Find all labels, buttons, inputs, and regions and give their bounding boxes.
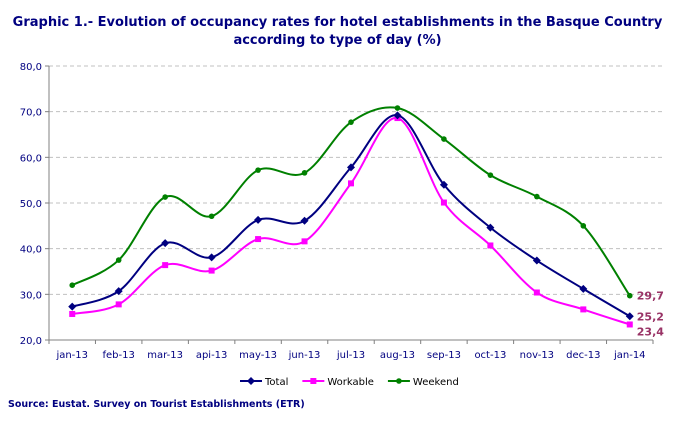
chart-title: Graphic 1.- Evolution of occupancy rates… — [12, 15, 663, 48]
legend-marker-weekend — [396, 378, 402, 384]
data-point-weekend — [115, 257, 122, 263]
data-point-total — [300, 216, 309, 225]
data-point-workable — [208, 267, 215, 274]
data-point-weekend — [487, 172, 494, 178]
x-tick-label: oct-13 — [474, 350, 506, 361]
legend-marker-total — [247, 377, 255, 385]
data-label-weekend: 29,7 — [637, 290, 664, 303]
data-point-workable — [69, 310, 76, 317]
data-point-workable — [487, 242, 494, 249]
x-tick-label: jan-14 — [613, 350, 646, 361]
data-point-weekend — [348, 119, 354, 125]
x-tick-label: api-13 — [196, 350, 228, 361]
data-point-workable — [255, 236, 262, 243]
source-note: Source: Eustat. Survey on Tourist Establ… — [8, 399, 305, 410]
data-point-weekend — [441, 136, 447, 142]
data-point-weekend — [162, 194, 168, 200]
legend-label-total: Total — [264, 377, 288, 388]
data-point-workable — [580, 306, 587, 313]
data-point-total — [625, 312, 634, 321]
x-tick-label: dec-13 — [566, 350, 600, 361]
legend-label-workable: Workable — [327, 377, 374, 388]
y-tick-label: 80,0 — [20, 62, 42, 73]
data-point-weekend — [394, 105, 401, 111]
y-tick-label: 40,0 — [20, 245, 42, 256]
data-point-total — [532, 256, 541, 265]
data-point-total — [439, 180, 448, 189]
y-tick-label: 60,0 — [20, 153, 42, 164]
data-point-total — [579, 284, 588, 293]
x-tick-label: may-13 — [239, 350, 277, 361]
data-point-workable — [626, 321, 633, 328]
x-tick-label: feb-13 — [103, 350, 135, 361]
data-point-weekend — [301, 170, 308, 176]
data-point-total — [114, 287, 123, 296]
x-tick-label: mar-13 — [147, 350, 183, 361]
data-point-weekend — [626, 292, 633, 299]
y-tick-label: 50,0 — [20, 199, 42, 210]
x-tick-label: jan-13 — [55, 350, 88, 361]
data-point-weekend — [69, 282, 76, 289]
data-point-total — [486, 223, 495, 232]
data-point-weekend — [208, 213, 215, 220]
data-point-total — [207, 253, 216, 262]
x-tick-label: nov-13 — [520, 350, 554, 361]
legend-marker-workable — [310, 378, 317, 384]
data-point-workable — [440, 199, 447, 206]
legend-label-weekend: Weekend — [413, 377, 459, 388]
x-tick-label: jul-13 — [336, 350, 365, 361]
x-tick-label: sep-13 — [427, 350, 461, 361]
data-point-workable — [301, 238, 308, 245]
series-line-workable — [72, 117, 631, 326]
data-point-total — [347, 163, 355, 172]
data-point-total — [254, 215, 263, 224]
data-point-workable — [348, 180, 354, 187]
data-point-weekend — [534, 193, 540, 200]
data-point-weekend — [255, 167, 261, 173]
data-point-workable — [533, 289, 540, 296]
x-tick-label: jun-13 — [288, 350, 321, 361]
data-point-weekend — [580, 223, 587, 229]
data-point-total — [68, 302, 77, 311]
data-point-workable — [115, 301, 122, 308]
y-tick-label: 20,0 — [20, 336, 42, 347]
data-label-workable: 23,4 — [637, 325, 664, 338]
data-point-total — [393, 111, 402, 120]
data-point-total — [161, 239, 170, 248]
x-tick-label: aug-13 — [380, 350, 415, 361]
data-label-total: 25,2 — [637, 310, 664, 323]
y-tick-label: 70,0 — [20, 108, 42, 119]
series-line-total — [71, 114, 631, 318]
data-point-workable — [162, 262, 169, 269]
y-tick-label: 30,0 — [20, 290, 42, 301]
